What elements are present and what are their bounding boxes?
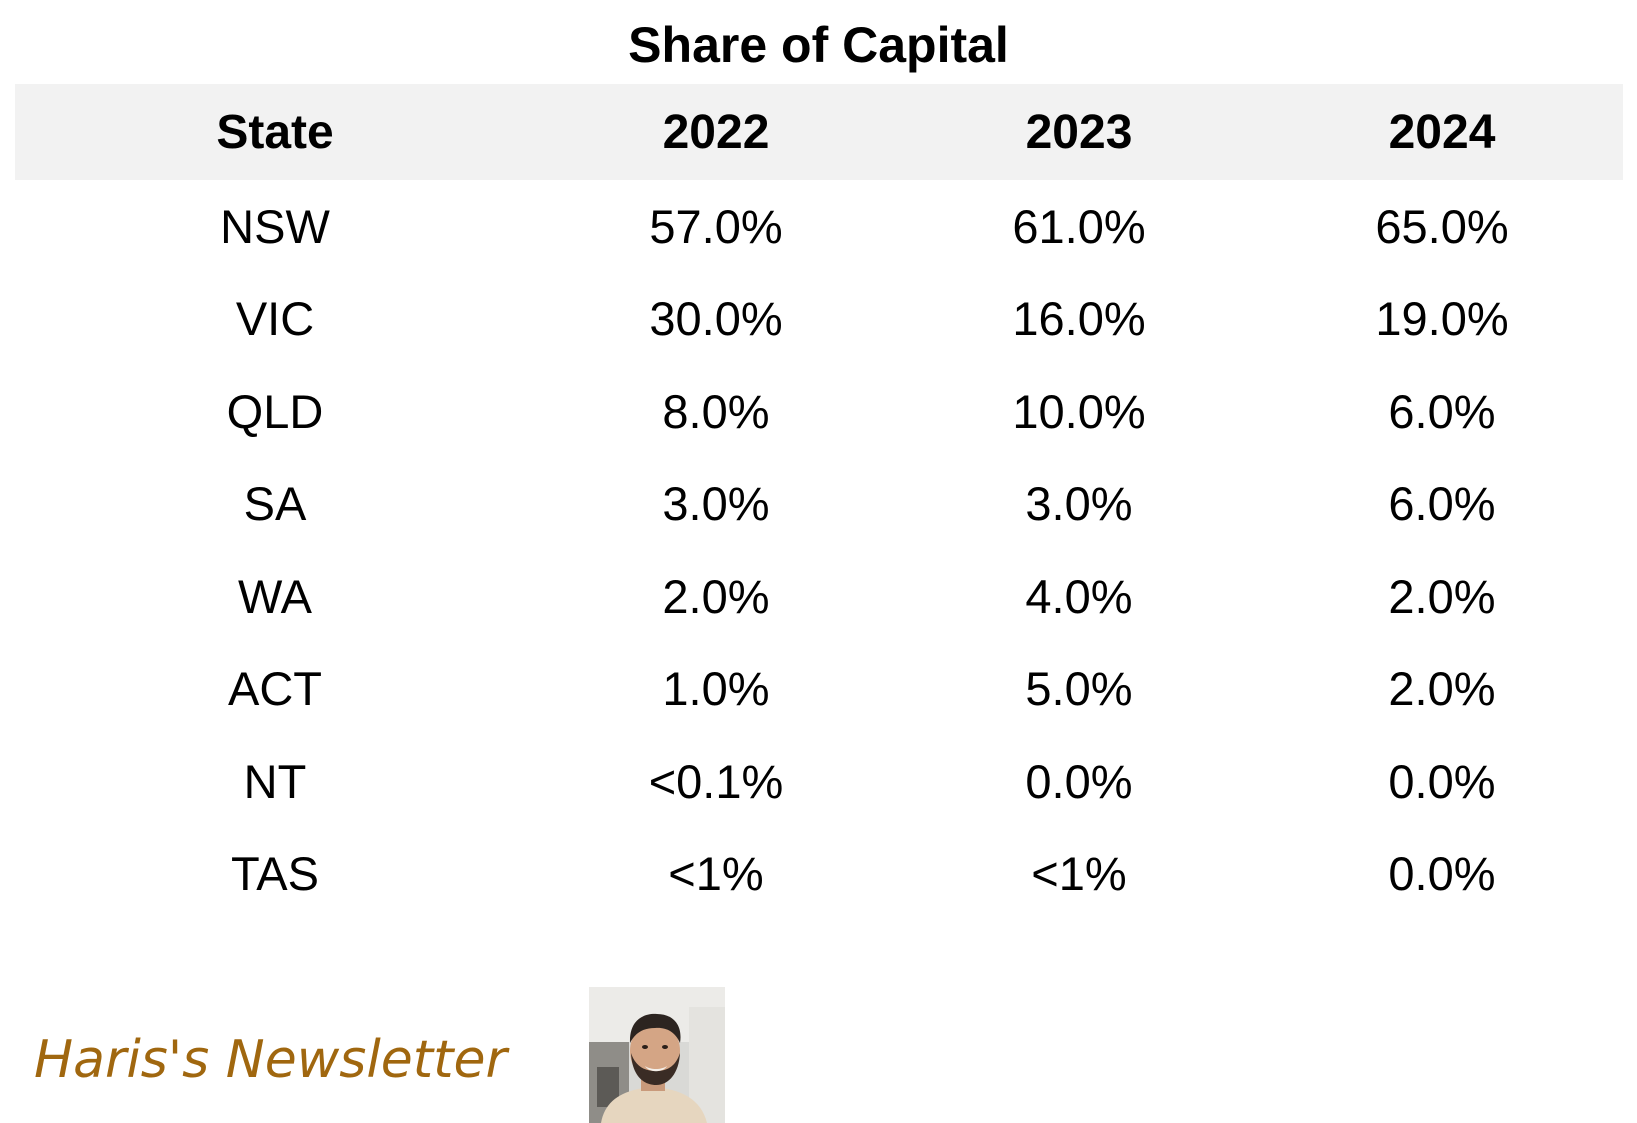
table-cell-2024: 2.0% xyxy=(1388,569,1496,623)
table-cell-2022: 8.0% xyxy=(662,384,770,438)
table-cell-2024: 6.0% xyxy=(1388,384,1496,438)
table-cell-2022: 3.0% xyxy=(662,477,770,531)
table-cell-state: QLD xyxy=(226,384,324,438)
table-body: NSW 57.0% 61.0% 65.0% VIC 30.0% 16.0% 19.0% QLD 8… xyxy=(15,180,1623,920)
table-cell-state: ACT xyxy=(228,662,322,716)
table-cell-state: TAS xyxy=(231,847,319,901)
table-row: ACT 1.0% 5.0% 2.0% xyxy=(15,643,1623,736)
table-row: NSW 57.0% 61.0% 65.0% xyxy=(15,180,1623,273)
table-cell-state: NSW xyxy=(220,199,330,253)
table-cell-2023: 5.0% xyxy=(1025,662,1133,716)
table-row: NT <0.1% 0.0% 0.0% xyxy=(15,735,1623,828)
table-cell-state: NT xyxy=(243,754,307,808)
avatar xyxy=(589,987,725,1123)
table-cell-2023: 10.0% xyxy=(1012,384,1146,438)
table-cell-state: WA xyxy=(238,569,312,623)
author-photo-icon xyxy=(589,987,725,1123)
table-cell-2023: <1% xyxy=(1031,847,1127,901)
capital-share-table: State 2022 2023 2024 NSW 57.0% 61.0% 65.0% V… xyxy=(15,84,1623,920)
table-cell-2022: 1.0% xyxy=(662,662,770,716)
table-cell-2024: 0.0% xyxy=(1388,847,1496,901)
table-row: TAS <1% <1% 0.0% xyxy=(15,828,1623,921)
table-cell-2023: 61.0% xyxy=(1012,199,1146,253)
table-row: WA 2.0% 4.0% 2.0% xyxy=(15,550,1623,643)
table-cell-state: VIC xyxy=(235,292,315,346)
table-row: QLD 8.0% 10.0% 6.0% xyxy=(15,365,1623,458)
column-header-2023: 2023 xyxy=(1025,105,1133,159)
column-header-2024: 2024 xyxy=(1388,105,1496,159)
table-title: Share of Capital xyxy=(628,17,1009,73)
table-cell-2024: 65.0% xyxy=(1375,199,1509,253)
table-cell-2022: <0.1% xyxy=(648,754,784,808)
table-cell-2022: 30.0% xyxy=(649,292,783,346)
table-cell-2022: 57.0% xyxy=(649,199,783,253)
table-cell-2022: <1% xyxy=(668,847,764,901)
column-header-state: State xyxy=(216,105,334,159)
table-cell-2024: 19.0% xyxy=(1375,292,1509,346)
newsletter-name: Haris's Newsletter xyxy=(34,1030,507,1090)
table-header-row: State 2022 2023 2024 xyxy=(15,84,1623,180)
table-cell-2023: 3.0% xyxy=(1025,477,1133,531)
table-cell-2023: 4.0% xyxy=(1025,569,1133,623)
table-cell-2024: 2.0% xyxy=(1388,662,1496,716)
table-cell-2024: 6.0% xyxy=(1388,477,1496,531)
table-cell-2024: 0.0% xyxy=(1388,754,1496,808)
table-cell-2023: 0.0% xyxy=(1025,754,1133,808)
table-cell-state: SA xyxy=(243,477,307,531)
table-row: VIC 30.0% 16.0% 19.0% xyxy=(15,273,1623,366)
table-cell-2022: 2.0% xyxy=(662,569,770,623)
table-row: SA 3.0% 3.0% 6.0% xyxy=(15,458,1623,551)
table-cell-2023: 16.0% xyxy=(1012,292,1146,346)
column-header-2022: 2022 xyxy=(662,105,770,159)
